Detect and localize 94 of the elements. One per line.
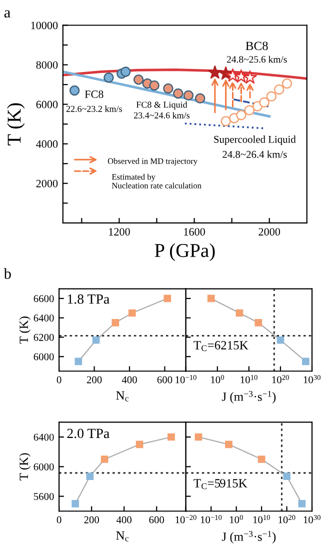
y-axis-title: T (K) bbox=[19, 316, 31, 344]
text: b bbox=[4, 268, 11, 279]
x-tick-label: 1200 bbox=[109, 228, 130, 236]
annotation: T$_{C}$=5915K bbox=[194, 479, 248, 490]
y-tick-label: 6200 bbox=[34, 334, 54, 341]
point bbox=[128, 309, 136, 317]
y-tick-label: 6000 bbox=[34, 463, 54, 470]
x-tick-label: 400 bbox=[122, 376, 137, 384]
point bbox=[149, 80, 160, 91]
x-tick-label: 0 bbox=[56, 376, 62, 384]
x-tick-label: 200 bbox=[84, 516, 99, 524]
text: a bbox=[4, 10, 10, 18]
x-tick-label: 10$^{10}$ bbox=[240, 374, 258, 384]
annotation: BC8 bbox=[246, 42, 268, 50]
x-tick-label: 10$^{0}$ bbox=[230, 514, 243, 524]
point bbox=[74, 358, 82, 366]
x-axis-title: J (m$^{−3}$·s$^{−1}$) bbox=[222, 390, 276, 404]
annotation: 22.6~23.2 km/s bbox=[66, 106, 122, 112]
x-tick-label: 10$^{−20}$ bbox=[176, 514, 196, 524]
y-tick-label: 10000 bbox=[31, 22, 58, 30]
point bbox=[104, 72, 114, 83]
point bbox=[72, 500, 79, 508]
x-tick-label: 10$^{20}$ bbox=[272, 374, 289, 384]
point bbox=[236, 110, 246, 120]
point bbox=[254, 319, 262, 326]
point bbox=[173, 88, 184, 99]
annotation: 1.8 TPa bbox=[68, 294, 110, 304]
x-tick-label: 600 bbox=[157, 376, 172, 384]
x-tick-label: 200 bbox=[86, 376, 102, 384]
annotation: Supercooled Liquid bbox=[214, 136, 296, 146]
y-tick-label: 6400 bbox=[34, 314, 54, 322]
point bbox=[92, 336, 100, 344]
y-axis-title: T (K) bbox=[7, 103, 25, 146]
point bbox=[266, 91, 277, 102]
y-tick-label: 8000 bbox=[36, 61, 58, 69]
x-tick-label: 10$^{0}$ bbox=[211, 374, 224, 384]
annotation: FC8 & Liquid bbox=[136, 101, 188, 110]
point bbox=[194, 93, 206, 104]
point bbox=[133, 74, 144, 85]
x-tick-label: 10$^{−10}$ bbox=[176, 374, 196, 384]
annotation: 23.4~24.6 km/s bbox=[134, 112, 190, 118]
x-axis-title: P (GPa) bbox=[154, 243, 215, 262]
y-tick-label: 6000 bbox=[36, 100, 58, 108]
x-axis-title: N$_{c}$ bbox=[116, 391, 129, 402]
x-tick-label: 10$^{30}$ bbox=[304, 374, 320, 384]
y-tick-label: 6000 bbox=[34, 353, 54, 360]
point bbox=[207, 294, 215, 302]
point bbox=[220, 116, 231, 126]
point bbox=[100, 456, 108, 463]
y-tick-label: 5600 bbox=[34, 492, 54, 500]
point bbox=[120, 66, 131, 77]
y-axis-title: T (K) bbox=[19, 453, 31, 480]
point bbox=[244, 105, 255, 116]
annotation: Estimated by Nucleation rate calculation bbox=[112, 174, 202, 188]
point bbox=[282, 78, 292, 89]
point bbox=[183, 90, 194, 101]
point bbox=[243, 70, 257, 84]
point bbox=[259, 97, 270, 108]
point bbox=[225, 440, 232, 448]
x-tick-label: 10$^{20}$ bbox=[278, 514, 296, 524]
point bbox=[168, 433, 175, 441]
x-tick-label: 10$^{10}$ bbox=[253, 514, 270, 524]
annotation: 24.8~25.6 km/s bbox=[226, 56, 287, 63]
point bbox=[163, 83, 174, 94]
point bbox=[234, 69, 248, 83]
point bbox=[274, 84, 284, 95]
x-tick-label: 0 bbox=[56, 516, 62, 524]
point bbox=[86, 472, 94, 480]
annotation: Observed in MD trajectory bbox=[108, 158, 198, 166]
point bbox=[283, 472, 290, 480]
x-tick-label: 1600 bbox=[184, 228, 205, 236]
annotation: 24.8~26.4 km/s bbox=[222, 150, 287, 158]
point bbox=[194, 433, 202, 441]
point bbox=[112, 319, 120, 326]
x-tick-label: 2000 bbox=[258, 228, 280, 236]
x-tick-label: 400 bbox=[116, 516, 132, 524]
point bbox=[302, 358, 310, 366]
point bbox=[208, 65, 222, 79]
x-tick-label: 10$^{−10}$ bbox=[200, 514, 222, 524]
x-axis-title: J (m$^{−3}$·s$^{−1}$) bbox=[222, 530, 276, 544]
point bbox=[69, 85, 80, 96]
x-tick-label: 600 bbox=[149, 516, 164, 524]
point bbox=[226, 68, 240, 82]
y-tick-label: 6600 bbox=[34, 295, 54, 302]
y-tick-label: 4000 bbox=[36, 140, 58, 148]
annotation: T$_{C}$=6215K bbox=[194, 341, 248, 352]
point bbox=[136, 440, 144, 448]
x-tick-label: 10$^{30}$ bbox=[304, 514, 320, 524]
y-tick-label: 6400 bbox=[34, 434, 54, 441]
y-tick-label: 2000 bbox=[36, 180, 58, 188]
x-axis-title: N$_{c}$ bbox=[116, 531, 129, 542]
point bbox=[164, 294, 172, 302]
annotation: 2.0 TPa bbox=[67, 428, 110, 438]
annotation: FC8 bbox=[84, 90, 104, 98]
